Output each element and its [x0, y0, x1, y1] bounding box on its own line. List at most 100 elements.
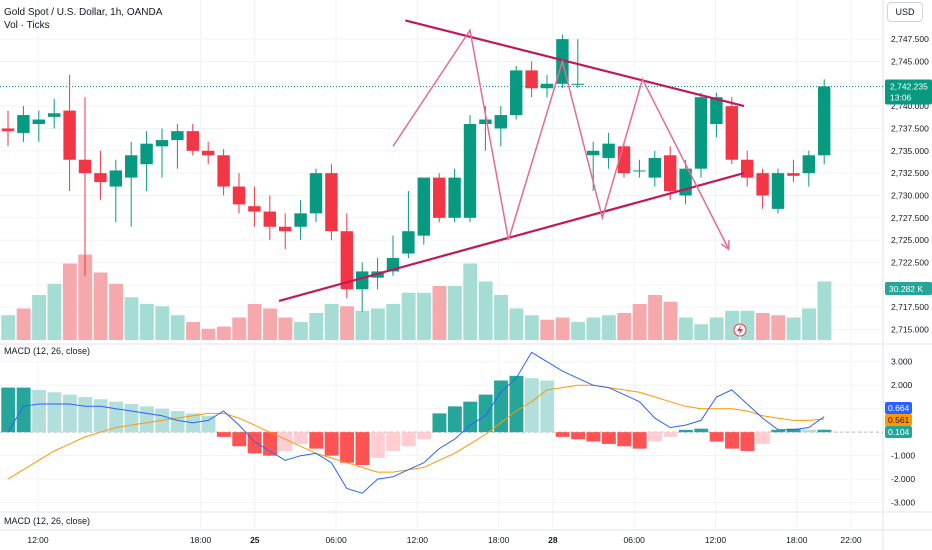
- macd-histogram-bar: [694, 428, 709, 433]
- macd-histogram-bar: [678, 429, 693, 433]
- candle-body: [802, 155, 815, 174]
- countdown-label: 13:06: [890, 92, 912, 102]
- volume-bar: [709, 317, 724, 340]
- volume-bar: [155, 306, 170, 340]
- macd-title[interactable]: MACD (12, 26, close): [4, 346, 91, 356]
- price-tick-label: 2,717.500: [891, 302, 929, 312]
- macd-histogram-bar: [432, 413, 447, 433]
- candle-body: [818, 86, 831, 156]
- candle-body: [494, 115, 507, 129]
- price-tick-label: 2,730.000: [891, 190, 929, 200]
- candle-body: [417, 177, 430, 236]
- time-tick-label: 25: [250, 535, 260, 545]
- macd-histogram-bar: [540, 380, 555, 433]
- price-tick-label: 2,727.500: [891, 213, 929, 223]
- candle-body: [248, 206, 261, 212]
- macd-histogram-bar: [463, 401, 478, 433]
- volume-label[interactable]: Vol · Ticks: [4, 20, 50, 31]
- time-tick-label: 28: [548, 535, 558, 545]
- time-tick-label: 12:00: [27, 535, 49, 545]
- volume-bar: [432, 286, 447, 340]
- currency-button[interactable]: USD: [887, 2, 923, 22]
- macd-tick-label: 2.000: [891, 380, 913, 390]
- macd-value-label: 0.664: [888, 403, 910, 413]
- volume-bar: [355, 310, 370, 340]
- candle-body: [217, 155, 230, 187]
- macd-histogram-bar: [247, 432, 262, 454]
- candle-body: [140, 143, 153, 165]
- candle-body: [525, 70, 538, 89]
- volume-bar: [309, 313, 324, 340]
- candle-body: [294, 213, 307, 227]
- macd-line: [7, 351, 825, 494]
- candle-body: [48, 113, 61, 117]
- volume-badge-label: 30.282 K: [889, 284, 923, 294]
- macd-histogram-bar: [555, 432, 570, 437]
- macd-histogram-bar: [278, 432, 293, 451]
- macd-histogram-bar: [632, 432, 647, 449]
- macd-histogram-bar: [232, 432, 247, 447]
- macd-pane: [1, 351, 832, 494]
- candle-body: [32, 119, 45, 124]
- macd-histogram-bar: [617, 432, 632, 447]
- macd-value-label: 0.561: [888, 415, 910, 425]
- macd-histogram-bar: [324, 432, 339, 456]
- macd-tick-label: -3.000: [891, 498, 915, 508]
- volume-bar: [293, 322, 308, 340]
- macd-histogram-bar: [725, 432, 739, 449]
- time-tick-label: 18:00: [488, 535, 510, 545]
- macd2-title[interactable]: MACD (12, 26, close): [4, 516, 91, 526]
- volume-bar: [786, 317, 801, 340]
- candle-body: [787, 173, 800, 176]
- macd-histogram-bar: [755, 432, 770, 444]
- volume-bar: [401, 292, 416, 340]
- time-tick-label: 18:00: [190, 535, 212, 545]
- volume-bar: [555, 317, 570, 340]
- macd-histogram-bar: [93, 399, 108, 433]
- macd-histogram-bar: [355, 432, 370, 466]
- candle-body: [171, 131, 184, 141]
- candle-body: [263, 211, 276, 227]
- upper-trendline[interactable]: [405, 19, 745, 108]
- macd-histogram-bar: [401, 432, 416, 447]
- volume-bar: [663, 301, 678, 340]
- lower-trendline[interactable]: [278, 172, 745, 302]
- candle-body: [633, 170, 646, 172]
- candle-body: [78, 159, 92, 174]
- volume-bar: [263, 308, 277, 340]
- volume-bar: [278, 317, 293, 340]
- macd-histogram-bar: [524, 378, 539, 433]
- volume-bar: [201, 328, 216, 340]
- volume-bar: [62, 263, 77, 340]
- macd-histogram-bar: [771, 429, 786, 433]
- volume-bar: [78, 254, 93, 340]
- trendline-drawings[interactable]: [278, 19, 745, 302]
- macd-histogram-bar: [663, 432, 678, 437]
- volume-bar: [417, 292, 431, 340]
- macd-tick-label: -2.000: [891, 474, 915, 484]
- candle-body: [741, 159, 754, 178]
- macd-histogram-bar: [786, 428, 801, 433]
- zigzag-projection[interactable]: [392, 28, 730, 250]
- macd-histogram-bar: [340, 432, 354, 463]
- time-tick-label: 22:00: [840, 535, 862, 545]
- lightning-icon-bolt: [737, 325, 743, 335]
- price-tick-label: 2,747.500: [891, 34, 929, 44]
- candle-body: [694, 97, 708, 169]
- candle-body: [710, 97, 723, 124]
- volume-bar: [571, 322, 585, 340]
- volume-bar: [540, 319, 555, 340]
- candle-body: [309, 173, 323, 214]
- volume-bar: [232, 317, 247, 340]
- macd-histogram-bar: [417, 432, 431, 440]
- macd-histogram-bar: [447, 406, 462, 433]
- candle-body: [664, 155, 677, 192]
- volume-bar: [216, 326, 231, 340]
- price-tick-label: 2,735.000: [891, 146, 929, 156]
- candle-body: [356, 271, 369, 290]
- symbol-title[interactable]: Gold Spot / U.S. Dollar, 1h, OANDA: [4, 7, 163, 18]
- last-price-label: 2,742.235: [890, 81, 928, 91]
- price-tick-label: 2,732.500: [891, 168, 929, 178]
- volume-bar: [817, 281, 832, 340]
